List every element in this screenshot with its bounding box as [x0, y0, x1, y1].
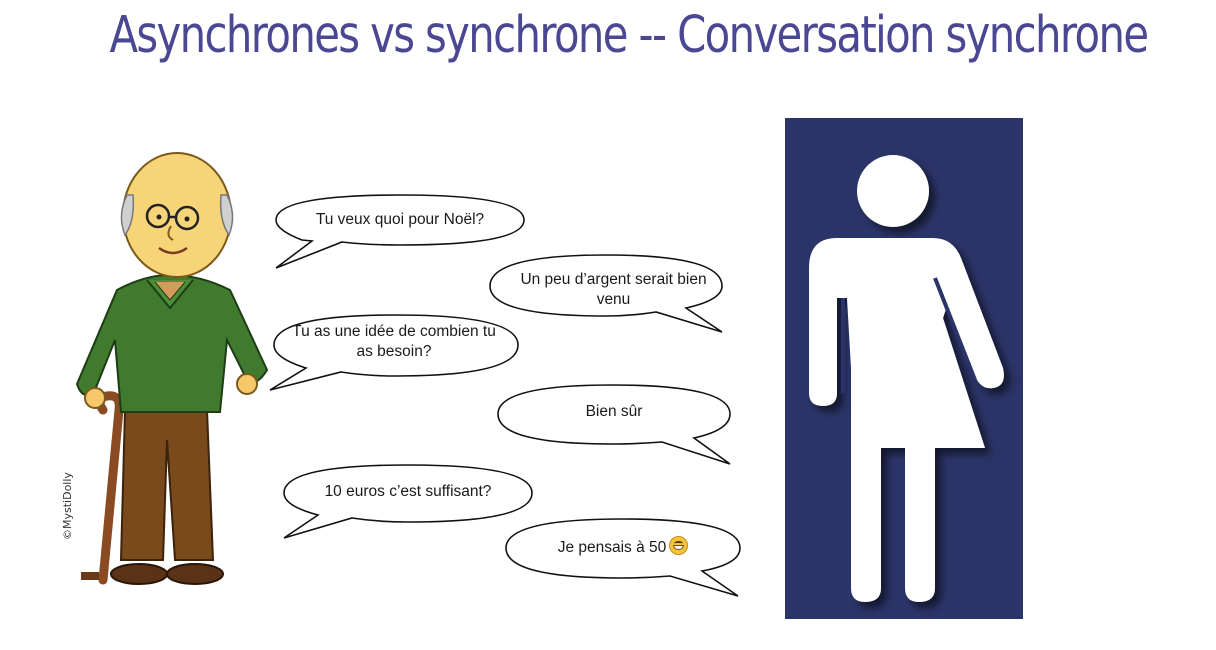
speech-bubble-4: Bien sûr	[494, 380, 734, 466]
speech-bubble-5: 10 euros c’est suffisant?	[280, 460, 536, 542]
bubble-shape	[489, 254, 723, 333]
grandpa-illustration: ©MystiDolly	[61, 152, 269, 585]
bubble-shape	[275, 194, 525, 269]
speech-bubble-2: Un peu d’argent serait bien venu	[486, 250, 726, 334]
grinning-face-icon	[669, 536, 689, 555]
bubble-text: Un peu d’argent serait bien venu	[520, 271, 707, 308]
restroom-sign-image	[785, 118, 1023, 619]
bubble-shape	[269, 314, 519, 391]
bubble-text: Tu veux quoi pour Noël?	[315, 211, 485, 228]
slide-title: Asynchrones vs synchrone -- Conversation…	[109, 6, 1149, 65]
speech-bubble-6: Je pensais à 50	[502, 514, 744, 598]
bubble-text: Tu as une idée de combien tu as besoin?	[292, 323, 496, 360]
speech-bubble-3: Tu as une idée de combien tu as besoin?	[266, 310, 522, 392]
bubble-shape	[283, 464, 533, 539]
speech-bubble-1: Tu veux quoi pour Noël?	[272, 190, 528, 270]
signature-text: ©MystiDolly	[61, 472, 74, 540]
bubble-text: 10 euros c’est suffisant?	[324, 483, 492, 500]
bubble-text: Bien sûr	[585, 403, 643, 420]
bubble-text-row: Je pensais à 50	[512, 536, 734, 558]
bubble-text: Je pensais à 50	[557, 539, 667, 556]
bubble-shape	[497, 384, 731, 465]
